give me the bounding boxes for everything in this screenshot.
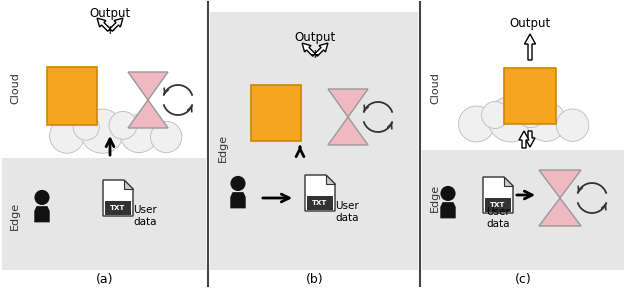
Circle shape [526,102,566,141]
Circle shape [516,99,545,128]
Text: TXT: TXT [312,200,327,206]
Text: Edge: Edge [430,184,440,212]
Circle shape [120,114,158,153]
Bar [47,67,97,125]
Polygon shape [128,72,168,128]
FancyArrow shape [315,43,328,56]
FancyArrow shape [97,18,110,31]
Text: Output: Output [510,16,551,29]
Circle shape [557,109,589,141]
Text: User
data: User data [335,201,359,223]
FancyArrow shape [525,131,535,147]
Text: Edge: Edge [218,134,228,162]
Polygon shape [483,177,513,213]
Circle shape [488,96,533,142]
Text: TXT: TXT [110,205,126,211]
Text: Cloud: Cloud [430,72,440,104]
Text: (b): (b) [306,274,324,287]
Circle shape [150,121,182,153]
Polygon shape [539,170,581,226]
Polygon shape [504,177,513,186]
Polygon shape [103,180,133,216]
Text: Output: Output [90,7,131,20]
Text: User
data: User data [486,207,510,229]
Polygon shape [230,192,245,208]
Circle shape [34,190,49,205]
Text: Edge: Edge [10,202,20,230]
Circle shape [73,114,100,140]
Bar [210,12,418,270]
Text: Output: Output [294,31,336,45]
Circle shape [230,176,245,191]
Text: TXT: TXT [490,202,506,208]
Circle shape [109,111,137,139]
Text: +: + [105,24,115,37]
Circle shape [458,106,495,142]
Polygon shape [326,175,335,184]
Bar [307,196,333,210]
FancyArrow shape [110,18,123,31]
Polygon shape [124,180,133,189]
Bar [485,198,511,212]
Polygon shape [328,89,368,145]
Text: (c): (c) [515,274,531,287]
Bar [105,201,131,215]
Text: Cloud: Cloud [10,72,20,104]
FancyArrow shape [525,34,535,60]
Bar [504,68,556,124]
Circle shape [49,118,85,153]
Polygon shape [305,175,335,211]
Circle shape [441,186,456,201]
Bar [2,158,206,270]
Polygon shape [440,202,456,218]
Text: User
data: User data [133,205,156,227]
Bar [251,85,301,141]
Text: (a): (a) [96,274,114,287]
Circle shape [481,101,508,128]
Polygon shape [34,206,49,222]
Bar [422,150,624,270]
Circle shape [80,109,124,153]
Text: +: + [310,48,321,62]
FancyArrow shape [302,43,316,56]
FancyArrow shape [519,131,529,148]
